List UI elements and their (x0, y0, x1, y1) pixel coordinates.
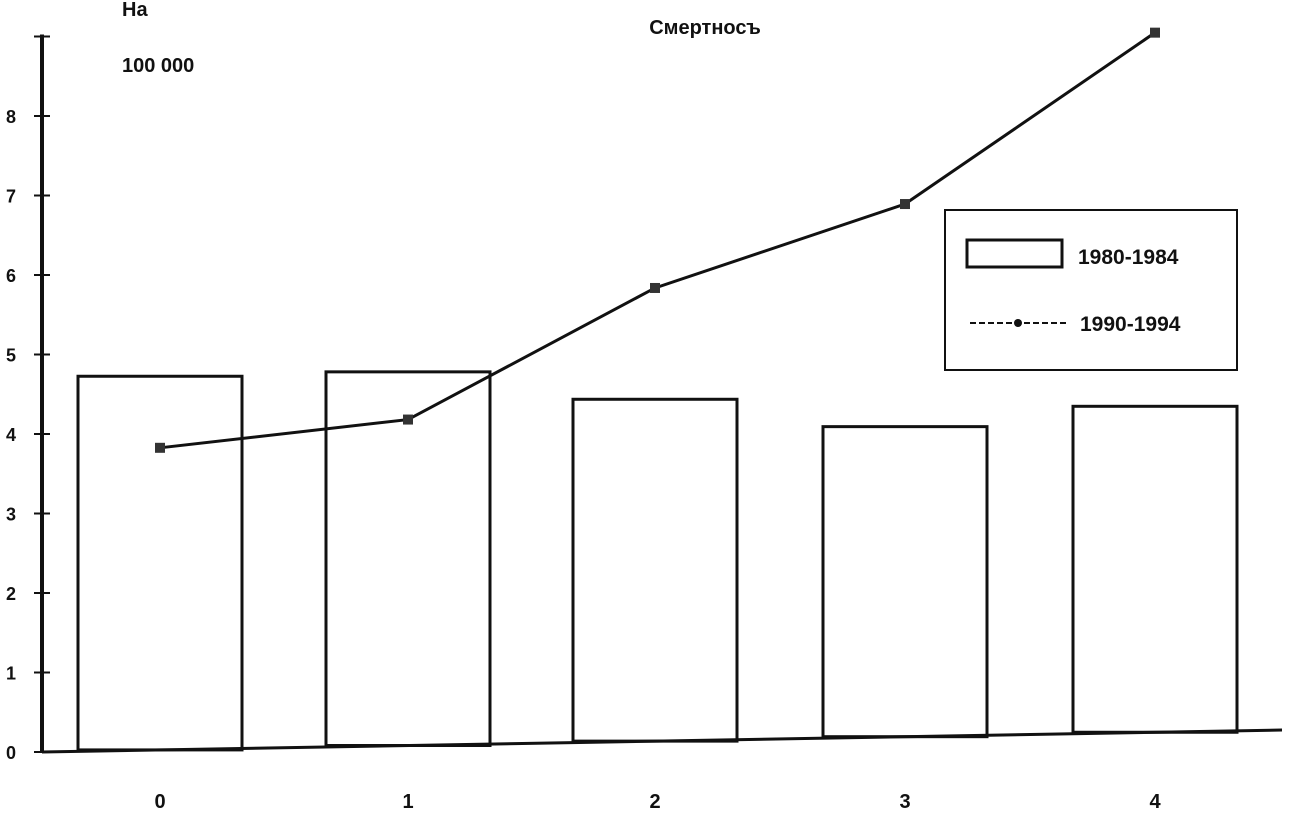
bar (821, 425, 989, 739)
bar (76, 374, 244, 752)
y-tick-label: 1 (6, 664, 16, 684)
legend-label-bars: 1980-1984 (1078, 246, 1179, 269)
legend-box (944, 209, 1238, 371)
y-tick-label: 8 (6, 107, 16, 127)
y-tick-label: 0 (6, 743, 16, 763)
y-axis-label-line1: На (122, 0, 148, 21)
x-axis (41, 728, 1283, 754)
bar (324, 370, 492, 748)
x-tick-label: 1 (402, 791, 413, 813)
line-marker (155, 442, 165, 453)
legend: 1980-1984 1990-1994 (944, 209, 1238, 371)
x-tick-label: 0 (154, 791, 165, 813)
y-tick-label: 7 (6, 187, 16, 207)
legend-line-marker (1014, 319, 1022, 327)
y-tick-label: 4 (6, 425, 16, 445)
bar (1071, 404, 1239, 734)
y-tick-label: 5 (6, 346, 16, 366)
bar (571, 397, 739, 743)
x-tick-label: 2 (649, 791, 660, 813)
y-tick-label: 3 (6, 505, 16, 525)
line-marker (900, 199, 910, 210)
y-axis-label-line2: 100 000 (122, 55, 194, 77)
line-marker (403, 414, 413, 425)
legend-label-line: 1990-1994 (1080, 313, 1181, 336)
x-tick-label: 3 (899, 791, 910, 813)
legend-bar-swatch (965, 238, 1064, 269)
x-tick-label: 4 (1149, 791, 1161, 813)
chart-title: Смертносъ (649, 17, 761, 39)
line-marker (650, 282, 660, 293)
y-tick-label: 2 (6, 584, 16, 604)
y-tick-label: 6 (6, 266, 16, 286)
line-marker (1150, 27, 1160, 38)
